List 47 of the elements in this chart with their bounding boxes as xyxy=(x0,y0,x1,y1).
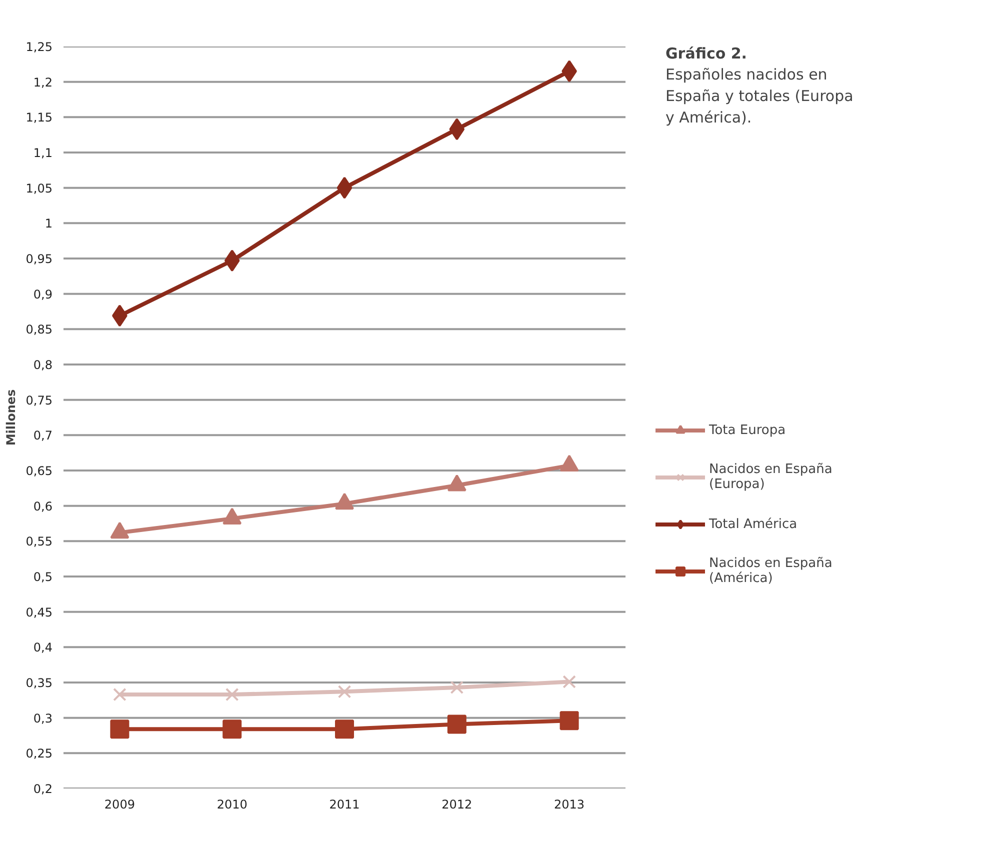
text: Gráfico 2. xyxy=(666,44,748,62)
legend-label: Tota Europa xyxy=(709,422,786,438)
point xyxy=(113,688,126,702)
point xyxy=(560,711,579,730)
y-tick-label: 0,45 xyxy=(26,605,52,620)
y-tick-label: 0,2 xyxy=(33,782,53,796)
point xyxy=(449,118,465,140)
legend-label: Nacidos en España (América) xyxy=(709,556,832,586)
y-tick-label: 0,25 xyxy=(26,746,52,761)
y-tick-label: 0,75 xyxy=(26,393,52,408)
y-axis-title: Millones xyxy=(4,389,18,446)
y-tick-label: 1,05 xyxy=(26,181,52,196)
legend-label: Total América xyxy=(709,516,798,532)
legend-label: Nacidos en España (Europa) xyxy=(709,462,832,492)
y-tick-label: 0,7 xyxy=(33,428,53,443)
x-tick-label: 2011 xyxy=(329,798,360,812)
y-tick-label: 0,3 xyxy=(33,711,53,726)
y-tick-label: 1,2 xyxy=(33,75,53,90)
y-tick-label: 0,6 xyxy=(33,499,53,514)
x-tick-label: 2012 xyxy=(442,798,472,812)
point xyxy=(110,720,130,739)
point xyxy=(222,720,242,739)
y-tick-label: 0,85 xyxy=(26,322,52,337)
y-tick-label: 0,95 xyxy=(26,252,52,266)
point xyxy=(562,675,576,688)
y-tick-label: 0,8 xyxy=(33,358,53,372)
x-tick-label: 2009 xyxy=(104,798,135,812)
y-tick-label: 0,65 xyxy=(26,464,52,478)
y-tick-label: 1 xyxy=(44,216,53,231)
point xyxy=(450,680,464,694)
y-tick-label: 1,15 xyxy=(26,110,52,125)
point xyxy=(335,720,354,739)
y-tick-label: 0,35 xyxy=(26,676,52,690)
y-tick-label: 0,55 xyxy=(26,534,52,549)
y-tick-label: 1,1 xyxy=(33,146,53,160)
y-tick-label: 0,9 xyxy=(33,287,53,302)
point xyxy=(224,250,240,272)
x-tick-label: 2013 xyxy=(554,798,585,812)
x-tick-label: 2010 xyxy=(216,798,248,812)
y-tick-label: 0,5 xyxy=(33,570,53,584)
point xyxy=(225,688,239,702)
point xyxy=(338,685,352,698)
point xyxy=(336,176,352,199)
y-tick-label: 1,25 xyxy=(26,40,52,54)
y-tick-label: 0,4 xyxy=(33,640,53,655)
point xyxy=(447,714,466,734)
text: Españoles nacidos en España y totales (Europa y América). xyxy=(666,66,854,127)
